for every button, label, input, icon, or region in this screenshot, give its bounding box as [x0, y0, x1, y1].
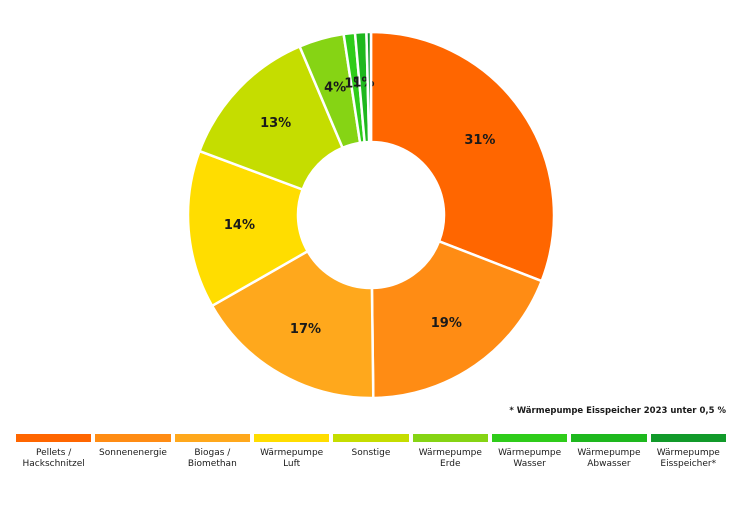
legend-swatch — [650, 434, 726, 442]
legend-label: Sonnenenergie — [99, 448, 167, 458]
legend-item: Wärmepumpe Erde — [412, 434, 488, 470]
pie-slice — [370, 239, 544, 400]
donut-chart: 31%19%17%14%13%4%1%1% — [186, 30, 556, 400]
legend-label: Wärmepumpe Eisspeicher* — [656, 448, 720, 469]
legend-swatch — [174, 434, 250, 442]
legend-swatch — [333, 434, 409, 442]
legend-swatch — [253, 434, 330, 442]
legend-label: Pellets / Hackschnitzel — [22, 448, 85, 469]
slice-value-label: 14% — [224, 218, 255, 233]
legend-item: Wärmepumpe Abwasser — [571, 434, 647, 470]
pie-slice — [369, 30, 556, 283]
legend-item: Pellets / Hackschnitzel — [16, 434, 92, 470]
legend: Pellets / Hackschnitzel Sonnenenergie Biog… — [16, 434, 726, 470]
legend-item: Sonnenenergie — [95, 434, 171, 470]
legend-swatch — [16, 434, 92, 442]
legend-swatch — [571, 434, 647, 442]
slice-value-label: 19% — [431, 316, 462, 331]
pie-slice — [365, 30, 373, 144]
legend-label: Wärmepumpe Luft — [260, 448, 324, 469]
legend-item: Wärmepumpe Wasser — [491, 434, 568, 470]
slice-value-label: 13% — [260, 116, 291, 131]
legend-item: Wärmepumpe Luft — [253, 434, 330, 470]
legend-swatch — [95, 434, 171, 442]
legend-item: Sonstige — [333, 434, 409, 470]
pie-slice — [210, 249, 375, 400]
legend-label: Wärmepumpe Wasser — [498, 448, 562, 469]
legend-item: Wärmepumpe Eisspeicher* — [650, 434, 726, 470]
slice-value-label: 4% — [324, 80, 346, 95]
legend-label: Wärmepumpe Erde — [418, 448, 482, 469]
pie-slice — [186, 149, 310, 308]
legend-label: Biogas / Biomethan — [187, 448, 237, 469]
legend-label: Wärmepumpe Abwasser — [577, 448, 641, 469]
footnote: * Wärmepumpe Eisspeicher 2023 unter 0,5 … — [509, 406, 726, 416]
legend-item: Biogas / Biomethan — [174, 434, 250, 470]
legend-swatch — [491, 434, 568, 442]
pie-slice — [197, 44, 345, 192]
legend-swatch — [412, 434, 488, 442]
slice-value-label: 31% — [464, 133, 495, 148]
legend-label: Sonstige — [351, 448, 391, 458]
slice-value-label: 17% — [290, 322, 321, 337]
